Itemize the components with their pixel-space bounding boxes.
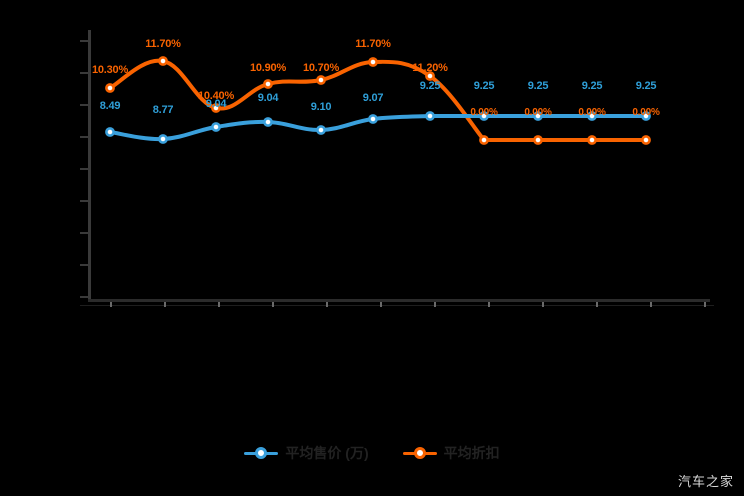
- data-label-discount: 10.70%: [302, 62, 340, 74]
- x-axis-tick: [542, 302, 544, 307]
- data-label-price: 8.77: [152, 104, 174, 116]
- data-label-price: 9.25: [527, 80, 549, 92]
- legend-item-discount[interactable]: 平均折扣: [402, 443, 500, 463]
- x-axis-tick: [488, 302, 490, 307]
- y-axis-tick: [80, 200, 89, 202]
- x-axis-tick: [326, 302, 328, 307]
- data-label-discount: 0.00%: [470, 107, 498, 118]
- data-label-price: 9.25: [419, 80, 441, 92]
- data-point-marker[interactable]: [533, 111, 543, 121]
- data-label-price: 9.04: [257, 92, 279, 104]
- data-point-marker[interactable]: [479, 135, 489, 145]
- data-point-marker[interactable]: [479, 111, 489, 121]
- x-axis-baseline: [80, 305, 714, 306]
- y-axis-tick: [80, 136, 89, 138]
- data-label-discount: 10.30%: [91, 64, 129, 76]
- y-axis-tick: [80, 104, 89, 106]
- data-label-price: 9.07: [362, 92, 384, 104]
- y-axis-tick: [80, 264, 89, 266]
- data-label-discount: 11.20%: [412, 62, 448, 74]
- data-label-discount: 0.00%: [632, 107, 660, 118]
- data-label-price: 9.04: [205, 98, 227, 110]
- y-axis: [88, 30, 91, 300]
- data-point-marker[interactable]: [368, 57, 378, 67]
- data-point-marker[interactable]: [641, 135, 651, 145]
- data-point-marker[interactable]: [316, 125, 326, 135]
- data-point-marker[interactable]: [425, 111, 435, 121]
- x-axis-tick: [434, 302, 436, 307]
- x-axis-tick: [272, 302, 274, 307]
- data-point-marker[interactable]: [641, 111, 651, 121]
- watermark: 汽车之家: [677, 475, 734, 490]
- data-point-marker[interactable]: [263, 79, 273, 89]
- data-point-marker[interactable]: [263, 117, 273, 127]
- data-point-marker[interactable]: [368, 114, 378, 124]
- data-point-marker[interactable]: [425, 71, 435, 81]
- legend-marker-price-icon: [244, 445, 279, 461]
- data-label-price: 9.25: [473, 80, 495, 92]
- x-axis-tick: [650, 302, 652, 307]
- x-axis-tick: [164, 302, 166, 307]
- data-label-price: 8.49: [99, 100, 121, 112]
- chart-legend: 平均售价 (万) 平均折扣: [0, 440, 744, 466]
- x-axis-tick: [218, 302, 220, 307]
- data-label-discount: 10.40%: [197, 90, 235, 102]
- data-label-discount: 0.00%: [578, 107, 606, 118]
- data-point-marker[interactable]: [105, 83, 115, 93]
- data-point-marker[interactable]: [533, 135, 543, 145]
- series-line-discount: [105, 56, 651, 145]
- data-label-price: 9.10: [310, 101, 332, 113]
- x-axis-tick: [704, 302, 706, 307]
- y-axis-tick: [80, 72, 89, 74]
- data-point-marker[interactable]: [158, 134, 168, 144]
- data-point-marker[interactable]: [105, 127, 115, 137]
- series-line-price: [105, 111, 651, 144]
- data-label-discount: 10.90%: [249, 62, 287, 74]
- legend-marker-discount-icon: [402, 445, 437, 461]
- data-point-marker[interactable]: [587, 111, 597, 121]
- y-axis-tick: [80, 168, 89, 170]
- y-axis-tick: [80, 232, 89, 234]
- x-axis: [88, 299, 710, 302]
- x-axis-tick: [110, 302, 112, 307]
- x-axis-tick: [596, 302, 598, 307]
- legend-label-price: 平均售价 (万): [285, 445, 369, 461]
- data-label-discount: 11.70%: [355, 38, 391, 50]
- legend-item-price[interactable]: 平均售价 (万): [244, 443, 369, 463]
- data-point-marker[interactable]: [211, 103, 221, 113]
- data-label-price: 9.25: [635, 80, 657, 92]
- data-point-marker[interactable]: [211, 122, 221, 132]
- y-axis-tick: [80, 40, 89, 42]
- data-point-marker[interactable]: [316, 75, 326, 85]
- data-label-price: 9.25: [581, 80, 603, 92]
- data-label-discount: 11.70%: [145, 38, 181, 50]
- data-point-marker[interactable]: [587, 135, 597, 145]
- x-axis-tick: [380, 302, 382, 307]
- y-axis-tick: [80, 296, 89, 298]
- data-label-discount: 0.00%: [524, 107, 552, 118]
- legend-label-discount: 平均折扣: [443, 445, 500, 461]
- data-point-marker[interactable]: [158, 56, 168, 66]
